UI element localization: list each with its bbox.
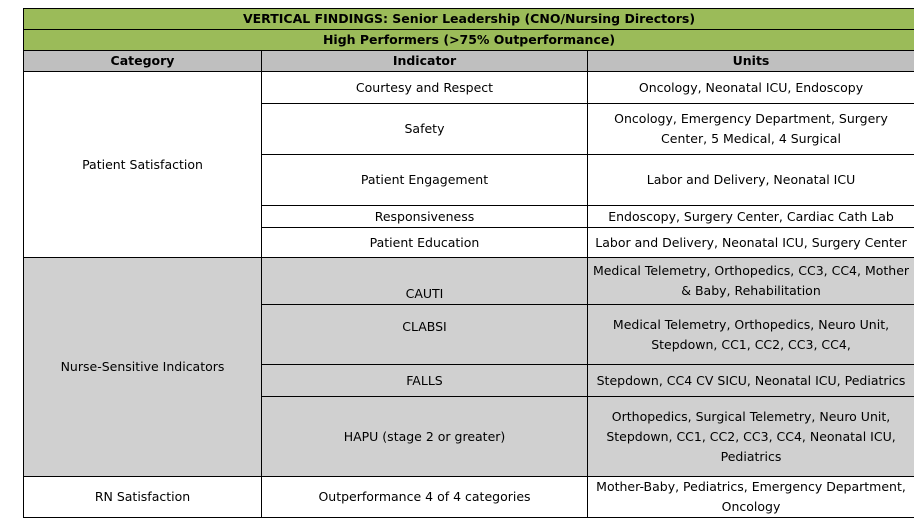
table-row: Patient Engagement Labor and Delivery, N… (24, 154, 914, 206)
title-row: VERTICAL FINDINGS: Senior Leadership (CN… (22, 8, 914, 30)
indicator-cell: Patient Engagement (261, 154, 588, 206)
units-cell: Oncology, Neonatal ICU, Endoscopy (586, 71, 914, 104)
table-row: RN Satisfaction Outperformance 4 of 4 ca… (23, 476, 914, 518)
units-cell: Medical Telemetry, Orthopedics, Neuro Un… (586, 304, 914, 365)
column-header-indicator: Indicator (261, 50, 588, 72)
table-row: HAPU (stage 2 or greater) Orthopedics, S… (24, 396, 914, 477)
units-cell: Orthopedics, Surgical Telemetry, Neuro U… (586, 396, 914, 477)
indicator-cell: FALLS (261, 364, 588, 397)
units-cell: Medical Telemetry, Orthopedics, CC3, CC4… (586, 257, 914, 305)
column-header-row: Category Indicator Units (23, 50, 914, 72)
indicator-cell: CAUTI (261, 257, 588, 305)
indicator-cell: Outperformance 4 of 4 categories (261, 476, 588, 518)
findings-table: VERTICAL FINDINGS: Senior Leadership (CN… (22, 8, 914, 518)
category-cell: Patient Satisfaction (23, 71, 262, 258)
units-cell: Oncology, Emergency Department, Surgery … (586, 103, 914, 155)
indicator-cell: Courtesy and Respect (261, 71, 588, 104)
table-row: Patient Satisfaction Courtesy and Respec… (23, 71, 914, 258)
indicator-cell: Safety (261, 103, 588, 155)
table-row: Patient Education Labor and Delivery, Ne… (24, 227, 914, 258)
category-cell: RN Satisfaction (23, 476, 262, 518)
indicator-cell: HAPU (stage 2 or greater) (261, 396, 588, 477)
table-row: CLABSI Medical Telemetry, Orthopedics, N… (24, 304, 914, 365)
table-row: Safety Oncology, Emergency Department, S… (24, 103, 914, 155)
units-cell: Labor and Delivery, Neonatal ICU, Surger… (586, 227, 914, 258)
units-cell: Stepdown, CC4 CV SICU, Neonatal ICU, Ped… (586, 364, 914, 397)
column-header-category: Category (23, 50, 262, 72)
column-header-units: Units (586, 50, 914, 72)
indicator-cell: CLABSI (261, 304, 588, 365)
units-cell: Labor and Delivery, Neonatal ICU (586, 154, 914, 206)
table-row: Nurse-Sensitive Indicators CAUTI Medical… (23, 257, 914, 477)
table-row: FALLS Stepdown, CC4 CV SICU, Neonatal IC… (24, 364, 914, 397)
subtitle-row: High Performers (>75% Outperformance) (22, 29, 914, 51)
table-row: Responsiveness Endoscopy, Surgery Center… (24, 205, 914, 228)
indicator-cell: Patient Education (261, 227, 588, 258)
indicator-cell: Responsiveness (261, 205, 588, 228)
table-subtitle: High Performers (>75% Outperformance) (22, 29, 914, 51)
units-cell: Mother-Baby, Pediatrics, Emergency Depar… (586, 476, 914, 518)
category-cell: Nurse-Sensitive Indicators (23, 257, 262, 477)
table-title: VERTICAL FINDINGS: Senior Leadership (CN… (22, 8, 914, 30)
units-cell: Endoscopy, Surgery Center, Cardiac Cath … (586, 205, 914, 228)
